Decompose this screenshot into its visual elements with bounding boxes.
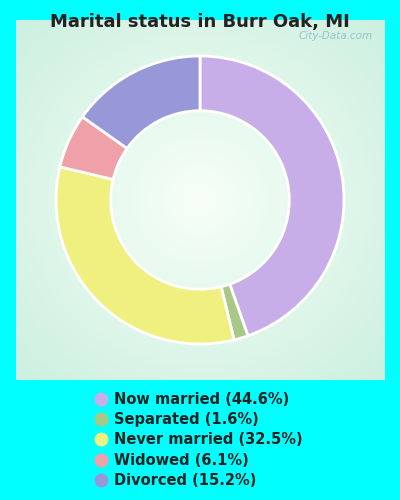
Wedge shape [221,284,248,340]
Wedge shape [82,56,200,148]
Legend: Now married (44.6%), Separated (1.6%), Never married (32.5%), Widowed (6.1%), Di: Now married (44.6%), Separated (1.6%), N… [93,388,307,492]
Wedge shape [56,167,234,344]
Wedge shape [60,117,127,180]
Wedge shape [200,56,344,336]
Text: Marital status in Burr Oak, MI: Marital status in Burr Oak, MI [50,12,350,30]
Text: City-Data.com: City-Data.com [299,31,373,41]
